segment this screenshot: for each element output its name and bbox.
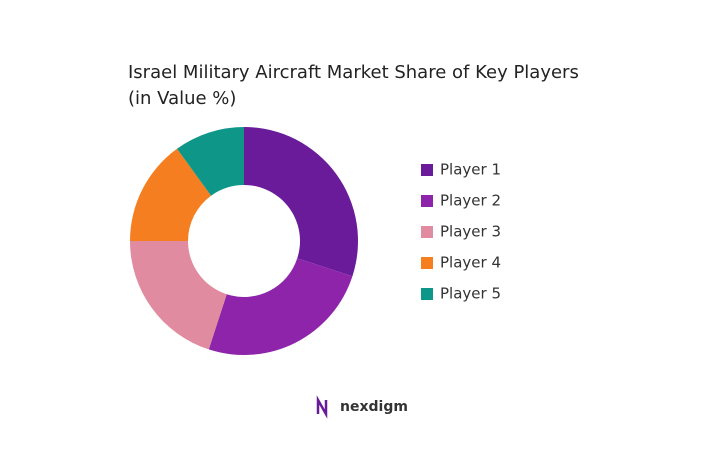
chart-title: Israel Military Aircraft Market Share of… (128, 62, 579, 109)
donut-slice (176, 127, 244, 196)
legend-label: Player 2 (440, 192, 501, 210)
donut-slice (244, 127, 358, 277)
donut-slice (208, 258, 353, 355)
donut-slice (130, 148, 212, 241)
legend-label: Player 3 (440, 223, 501, 241)
logo-text: nexdigm (340, 399, 408, 415)
logo-icon (316, 395, 328, 419)
donut-slice (130, 241, 227, 350)
legend-label: Player 5 (440, 285, 501, 303)
legend-swatch (421, 226, 433, 238)
legend-label: Player 1 (440, 161, 501, 179)
legend-swatch (421, 195, 433, 207)
legend-swatch (421, 164, 433, 176)
legend-swatch (421, 257, 433, 269)
legend-label: Player 4 (440, 254, 501, 272)
legend-swatch (421, 288, 433, 300)
